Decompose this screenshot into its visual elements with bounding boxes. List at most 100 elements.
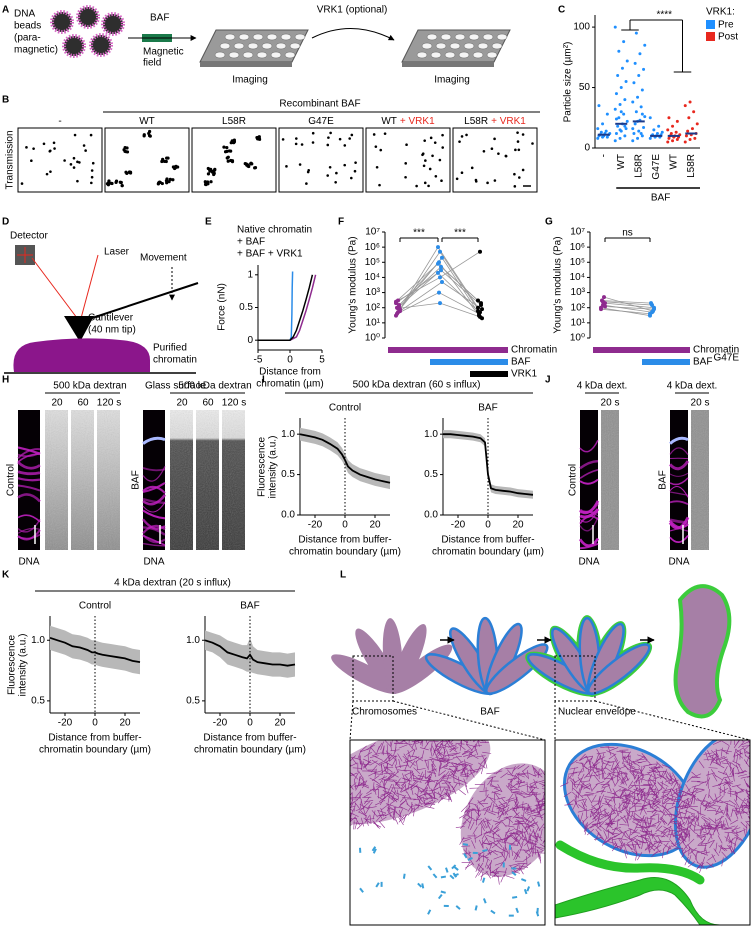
baf-molecule [441, 877, 446, 878]
panel-letter: K [2, 570, 10, 581]
fiber [328, 799, 333, 806]
particle [121, 184, 124, 187]
fiber [417, 732, 418, 741]
fiber [338, 792, 341, 801]
y-tick-label: 10⁴ [365, 272, 380, 283]
particle [204, 180, 207, 183]
particle [25, 146, 28, 149]
fiber [751, 775, 755, 778]
point [620, 110, 623, 113]
point [650, 303, 654, 307]
fiber [330, 771, 338, 776]
text: DNA [14, 9, 35, 20]
fiber [327, 811, 333, 818]
fiber [317, 796, 326, 798]
bead [78, 7, 98, 27]
fiber [317, 781, 321, 789]
particle [110, 182, 113, 185]
particle [351, 134, 354, 137]
x-axis-label: Distance from buffer- [441, 535, 534, 546]
fiber [343, 776, 349, 783]
particle [404, 176, 407, 179]
time-label: 20 s [601, 398, 620, 409]
fiber [313, 800, 316, 809]
x-tick-label: -20 [451, 520, 466, 531]
point [687, 116, 690, 119]
fiber [545, 800, 554, 802]
fiber [339, 820, 348, 823]
particle [458, 140, 461, 143]
y-tick-label: 0.0 [281, 510, 295, 521]
text: BAF [480, 707, 499, 718]
error-band [50, 626, 140, 675]
x-tick-label: -5 [254, 355, 263, 366]
point [631, 101, 634, 104]
particle [230, 141, 233, 144]
well [267, 34, 277, 40]
particle [84, 149, 87, 152]
text: VRK1 (optional) [317, 5, 388, 16]
point [636, 96, 639, 99]
text: Transmission [5, 130, 16, 189]
particle [90, 134, 93, 137]
particle [405, 143, 408, 146]
zoom-right [544, 721, 755, 925]
point [623, 134, 626, 137]
fiber [750, 788, 755, 794]
particle [299, 163, 302, 166]
line [258, 275, 312, 340]
chart-title: BAF [478, 403, 497, 414]
particle [83, 144, 86, 147]
fiber [330, 786, 339, 787]
panel-letter: F [338, 217, 344, 228]
panel-letter: G [545, 217, 553, 228]
x-tick-label: G47E [651, 154, 662, 180]
particle [250, 162, 253, 165]
y-tick-label: 10³ [571, 287, 586, 298]
nucleus [676, 586, 730, 716]
lane-label: - [58, 116, 61, 127]
fiber [327, 800, 335, 803]
fiber [307, 800, 312, 808]
legend-label: + BAF [237, 237, 265, 248]
fiber [340, 772, 347, 777]
particle [375, 145, 378, 148]
fiber [427, 729, 435, 734]
fiber [392, 735, 400, 739]
text: field [143, 58, 161, 69]
x-tick-label: -20 [213, 718, 228, 729]
fiber [330, 800, 333, 808]
fiber [323, 773, 329, 780]
fiber [336, 812, 343, 817]
point [440, 256, 444, 260]
point [605, 130, 608, 133]
particle [73, 166, 76, 169]
point [643, 115, 646, 118]
y-tick-label: 10⁷ [570, 227, 585, 238]
point [634, 122, 637, 125]
point [614, 108, 617, 111]
fiber [336, 812, 343, 818]
condition-bar [593, 347, 690, 353]
point [666, 140, 669, 143]
point [638, 52, 641, 55]
lane-name: WT [381, 116, 397, 127]
lane-label: L58R+ VRK1 [464, 116, 526, 127]
fiber [319, 779, 326, 784]
y-tick-label: 10⁰ [570, 333, 585, 344]
point [642, 126, 645, 129]
y-tick-label: 10⁵ [365, 257, 380, 268]
fiber [335, 799, 339, 807]
y-tick-label: 10² [366, 302, 381, 313]
point [637, 74, 640, 77]
point [597, 104, 600, 107]
fiber [324, 788, 329, 795]
particle [514, 149, 517, 152]
particle [434, 141, 437, 144]
y-axis-label: Young's modulus (Pa) [348, 236, 359, 333]
fiber [326, 806, 328, 815]
y-tick-label: 0.5 [31, 696, 45, 707]
point [667, 116, 670, 119]
point [619, 128, 622, 131]
particle [78, 161, 81, 164]
